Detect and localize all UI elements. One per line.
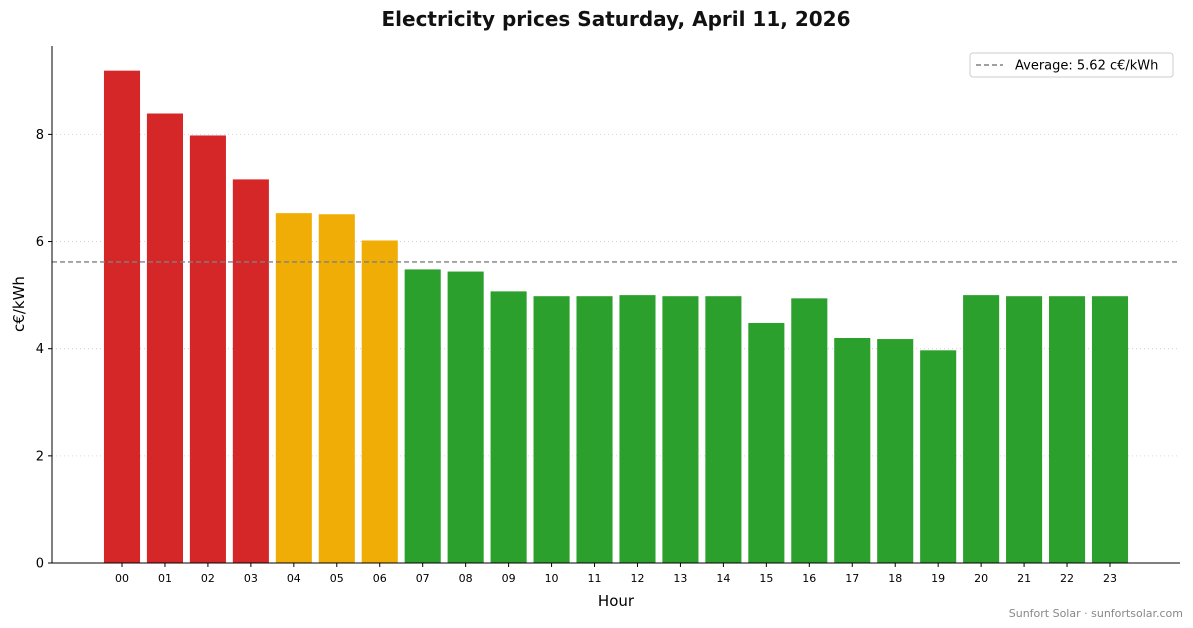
x-tick-label: 15 [759,572,773,585]
bar-hour-03 [232,179,269,563]
x-tick-label: 14 [716,572,730,585]
x-tick-label: 00 [115,572,129,585]
chart-title: Electricity prices Saturday, April 11, 2… [381,7,850,31]
bar-hour-14 [705,296,742,563]
bars [103,70,1129,564]
y-tick-label: 2 [36,449,44,464]
bar-hour-20 [963,295,1000,563]
bar-hour-13 [662,296,699,563]
x-axis-label: Hour [598,592,635,610]
bar-hour-15 [748,322,785,563]
x-tick-label: 11 [588,572,602,585]
x-tick-label: 22 [1060,572,1074,585]
bar-hour-11 [576,296,613,563]
x-tick-label: 05 [330,572,344,585]
x-tick-label: 20 [974,572,988,585]
bar-hour-16 [791,298,828,563]
x-tick-label: 18 [888,572,902,585]
footer-credit: Sunfort Solar · sunfortsolar.com [1009,607,1183,620]
bar-hour-12 [619,295,656,563]
bar-hour-19 [920,350,957,563]
y-tick-label: 8 [36,128,44,143]
bar-hour-09 [490,291,527,563]
y-tick-label: 0 [36,557,44,572]
x-tick-label: 06 [373,572,387,585]
x-tick-label: 04 [287,572,301,585]
legend-box [969,52,1174,78]
bar-hour-00 [103,70,141,563]
bar-hour-02 [189,135,226,563]
x-tick-label: 08 [459,572,473,585]
x-tick-label: 17 [845,572,859,585]
bar-hour-17 [834,337,871,563]
legend: Average: 5.62 c€/kWh [969,52,1174,78]
x-tick-label: 03 [244,572,258,585]
x-tick-label: 23 [1103,572,1117,585]
bar-hour-10 [533,296,570,563]
bar-hour-04 [275,213,312,563]
bar-hour-21 [1006,296,1043,563]
x-ticks: 00 01 02 03 04 05 06 07 08 09 10 11 12 13 14 15 16 17 18 19… [115,563,1117,585]
y-tick-label: 4 [36,342,44,357]
x-tick-label: 21 [1017,572,1031,585]
bar-hour-18 [877,339,914,563]
bar-hour-08 [447,271,484,563]
y-tick-label: 6 [36,235,44,250]
bar-hour-01 [146,113,183,563]
x-tick-label: 07 [416,572,430,585]
y-axis-label: c€/kWh [10,276,28,332]
bar-hour-22 [1049,296,1086,563]
x-tick-label: 13 [673,572,687,585]
axes [51,46,1180,564]
x-tick-label: 01 [158,572,172,585]
bar-hour-05 [318,214,355,564]
x-tick-label: 09 [502,572,516,585]
bar-hour-23 [1091,296,1129,563]
y-ticks: 0 2 4 6 8 [36,128,52,572]
bar-hour-06 [361,240,398,563]
x-tick-label: 02 [201,572,215,585]
x-tick-label: 16 [802,572,816,585]
x-tick-label: 12 [630,572,644,585]
legend-average-label: Average: 5.62 c€/kWh [1015,59,1158,74]
x-tick-label: 19 [931,572,945,585]
bar-hour-07 [404,269,441,563]
x-tick-label: 10 [545,572,559,585]
